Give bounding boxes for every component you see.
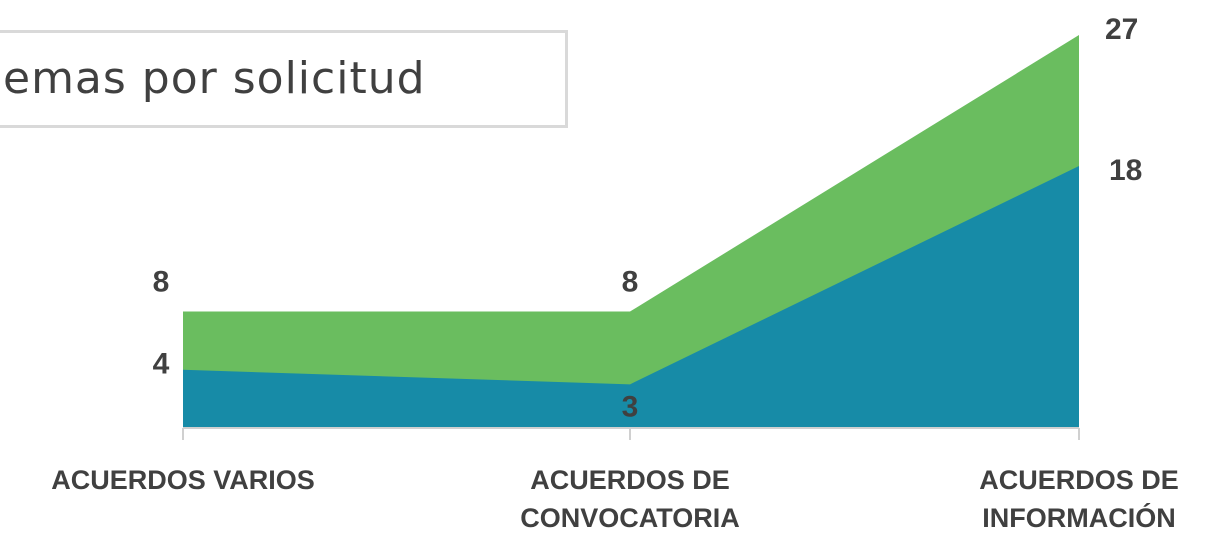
x-tick-label: ACUERDOS DE INFORMACIÓN [979,465,1179,533]
data-label: 3 [622,390,639,423]
x-tick-label: ACUERDOS VARIOS [51,465,315,495]
data-label: 8 [622,265,639,298]
data-label: 27 [1105,13,1138,46]
data-label: 18 [1109,154,1142,187]
data-label: 4 [153,348,170,381]
data-label: 8 [153,265,170,298]
x-tick-label: ACUERDOS DE CONVOCATORIA [520,465,740,533]
chart-title: emas por solicitud [0,30,568,128]
area [183,166,1079,428]
